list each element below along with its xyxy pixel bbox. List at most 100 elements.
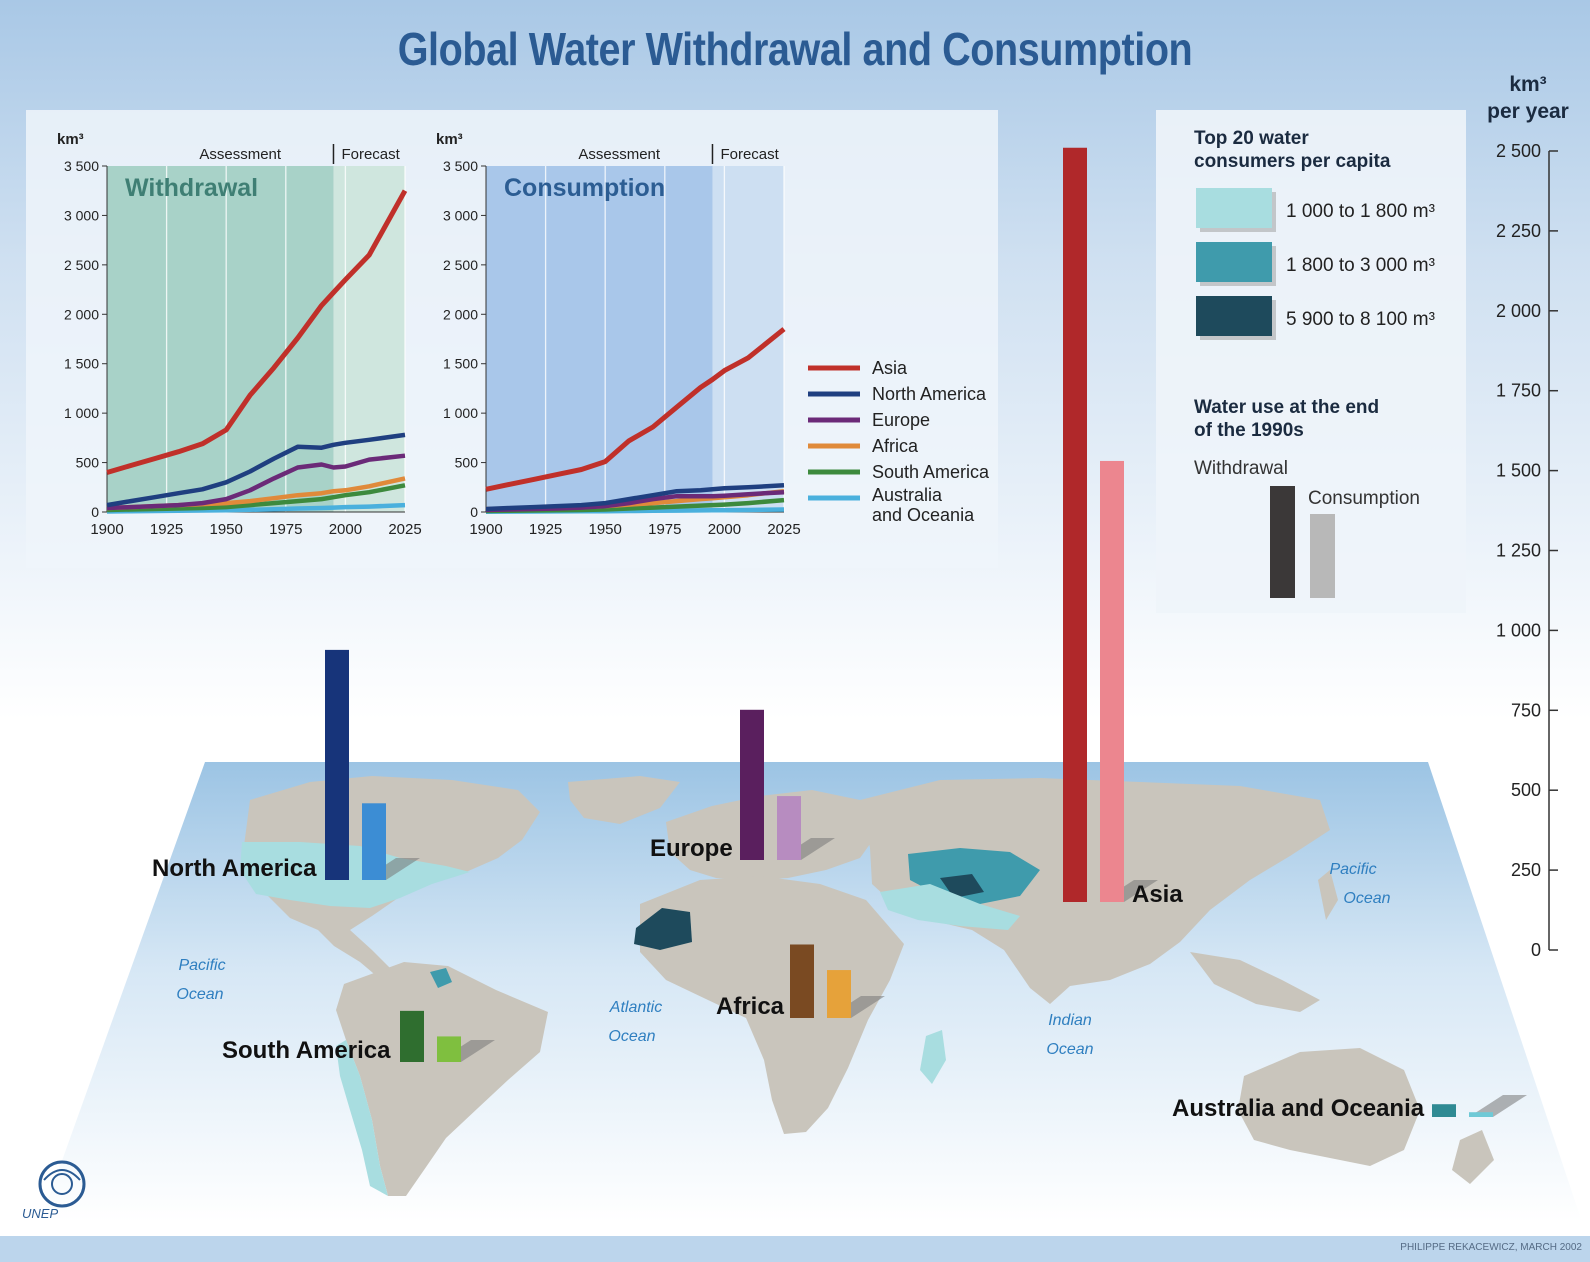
legend-label-australia-and-oceania-line1: Australia xyxy=(872,485,943,505)
greenland-land xyxy=(568,776,680,824)
withdrawal-bar-australia-and-oceania xyxy=(1432,1104,1456,1117)
page-title: Global Water Withdrawal and Consumption xyxy=(397,23,1193,75)
africa-land xyxy=(640,876,904,1134)
series-line-north-america xyxy=(485,483,785,512)
big-axis-tick-label: 2 000 xyxy=(1496,301,1541,321)
y-tick-label: 2 500 xyxy=(443,257,478,273)
europe-land xyxy=(666,790,880,880)
south-america-land xyxy=(336,962,548,1196)
withdrawal-bar-north-america xyxy=(325,649,349,880)
big-axis-unit-line2: per year xyxy=(1487,100,1569,123)
consumption-legend-bar xyxy=(1310,514,1335,598)
y-tick-label: 3 500 xyxy=(64,158,99,174)
bar-shadow-australia-and-oceania xyxy=(1469,1095,1527,1117)
region-label-north-america: North America xyxy=(152,855,317,882)
y-tick-label: 1 500 xyxy=(443,356,478,372)
y-tick-label: 0 xyxy=(91,504,99,520)
big-axis-tick-label: 2 500 xyxy=(1496,141,1541,161)
big-axis-tick-label: 1 250 xyxy=(1496,541,1541,561)
legend-label-north-america: North America xyxy=(872,384,987,404)
x-tick-label: 2025 xyxy=(388,521,421,538)
chart-title: Consumption xyxy=(504,174,665,202)
per-capita-swatches: 1 000 to 1 800 m³ 1 800 to 3 000 m³ 5 900 … xyxy=(1196,188,1435,340)
y-tick-label: 1 000 xyxy=(443,405,478,421)
consumption-bar-asia xyxy=(1100,460,1124,902)
big-axis-tick-label: 2 250 xyxy=(1496,221,1541,241)
x-tick-label: 1925 xyxy=(150,521,183,538)
withdrawal-bar-south-america xyxy=(400,1010,424,1062)
ocean-label-pacific-ocean-line1: Pacific xyxy=(178,957,225,974)
footer-band xyxy=(0,1236,1590,1262)
series-line-asia xyxy=(485,327,786,492)
big-axis-tick-label: 250 xyxy=(1511,860,1541,880)
assessment-label: Assessment xyxy=(578,146,661,163)
series-line-south-america xyxy=(106,483,406,513)
legend-title-line1: Top 20 water xyxy=(1194,128,1309,149)
ocean-label-pacific-ocean-line1: Pacific xyxy=(1329,861,1376,878)
consumption-bar-europe xyxy=(777,796,801,860)
x-tick-label: 1900 xyxy=(469,521,502,538)
ocean-label-indian-ocean-line2: Ocean xyxy=(1046,1041,1093,1058)
forecast-label: Forecast xyxy=(720,146,779,163)
consumption-bar-north-america xyxy=(362,803,386,880)
north-america-high-use xyxy=(240,842,470,908)
middle-east-high-use xyxy=(880,884,1020,930)
water-use-title-line1: Water use at the end xyxy=(1194,397,1379,418)
x-tick-label: 1975 xyxy=(648,521,681,538)
chart-title: Withdrawal xyxy=(125,174,258,202)
ocean-label-pacific-ocean-line2: Ocean xyxy=(1343,890,1390,907)
legend-title-line2: consumers per capita xyxy=(1194,151,1391,172)
x-tick-label: 1925 xyxy=(529,521,562,538)
south-america-high-use xyxy=(336,1040,388,1196)
y-tick-label: 3 000 xyxy=(443,207,478,223)
x-tick-label: 1900 xyxy=(90,521,123,538)
region-label-south-america: South America xyxy=(222,1037,391,1064)
y-tick-label: 1 500 xyxy=(64,356,99,372)
madagascar-land xyxy=(920,1030,946,1084)
ocean-label-pacific-ocean-line2: Ocean xyxy=(176,986,223,1003)
swatch-label-1: 1 000 to 1 800 m³ xyxy=(1286,201,1435,222)
legend-label-australia-and-oceania-line2: and Oceania xyxy=(872,505,975,525)
consumption-bar-africa xyxy=(827,970,851,1018)
consumption-legend-label: Consumption xyxy=(1308,488,1420,509)
x-tick-label: 2000 xyxy=(329,521,362,538)
assessment-area xyxy=(486,166,713,512)
withdrawal-bar-africa xyxy=(790,944,814,1018)
ocean-label-atlantic-ocean-line1: Atlantic xyxy=(609,999,662,1016)
ocean-label-atlantic-ocean-line2: Ocean xyxy=(608,1028,655,1045)
swatch-label-2: 1 800 to 3 000 m³ xyxy=(1286,255,1435,276)
km3-per-year-axis: 0 250 500 750 1 000 1 250 1 500 1 750 2 000 2 250… xyxy=(1487,73,1569,960)
x-tick-label: 1950 xyxy=(210,521,243,538)
series-line-north-america xyxy=(106,432,406,508)
australia-land xyxy=(1238,1048,1420,1166)
region-label-australia-and-oceania: Australia and Oceania xyxy=(1172,1095,1425,1122)
water-use-title-line2: of the 1990s xyxy=(1194,420,1304,441)
legend-label-south-america: South America xyxy=(872,462,990,482)
x-tick-label: 1950 xyxy=(589,521,622,538)
legend-label-asia: Asia xyxy=(872,358,908,378)
series-line-asia xyxy=(106,189,408,475)
withdrawal-legend-bar xyxy=(1270,486,1295,598)
y-tick-label: 3 500 xyxy=(443,158,478,174)
line-chart-legend: Asia North America Europe Africa South Ameri… xyxy=(808,358,990,525)
big-axis-tick-label: 500 xyxy=(1511,780,1541,800)
y-tick-label: 500 xyxy=(76,455,100,471)
y-tick-label: 0 xyxy=(470,504,478,520)
asia-land xyxy=(860,778,1330,1004)
withdrawal-legend-label: Withdrawal xyxy=(1194,458,1288,479)
big-axis-tick-label: 1 750 xyxy=(1496,381,1541,401)
legend-label-europe: Europe xyxy=(872,410,930,430)
withdrawal-bar-europe xyxy=(740,709,764,860)
big-axis-tick-label: 750 xyxy=(1511,700,1541,720)
southeast-asia-land xyxy=(1190,952,1320,1012)
forecast-label: Forecast xyxy=(341,146,400,163)
x-tick-label: 2025 xyxy=(767,521,800,538)
consumption-bar-south-america xyxy=(437,1036,461,1062)
unep-logo: UNEP xyxy=(22,1160,86,1221)
consumption-bar-australia-and-oceania xyxy=(1469,1112,1493,1117)
y-axis-unit: km³ xyxy=(436,131,463,148)
series-line-europe xyxy=(106,453,406,511)
